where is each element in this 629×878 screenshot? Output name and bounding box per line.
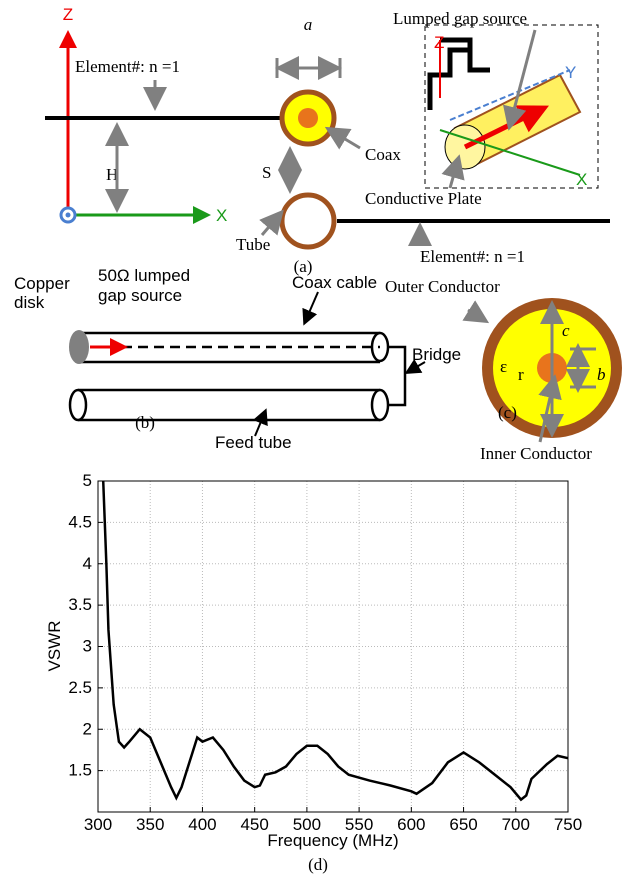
x-tick-label: 600	[397, 815, 425, 834]
inner-label: Inner Conductor	[480, 444, 592, 463]
y-tick-label: 5	[83, 471, 92, 490]
element-label: Element#: n =1	[75, 57, 180, 76]
x-tick-label: 350	[136, 815, 164, 834]
element-label: Element#: n =1	[420, 247, 525, 266]
y-tick-label: 4.5	[68, 512, 92, 531]
arrow	[330, 130, 360, 148]
x-tick-label: 300	[84, 815, 112, 834]
copper-label: disk	[14, 293, 45, 312]
x-tick-label: 650	[449, 815, 477, 834]
inset-y-label: Y	[565, 63, 576, 82]
caption-d: (d)	[308, 855, 328, 874]
source-label: 50Ω lumped	[98, 266, 190, 285]
tube	[282, 195, 334, 247]
y-axis-title: VSWR	[45, 621, 64, 672]
x-tick-label: 750	[554, 815, 582, 834]
inset-title: Lumped gap source	[393, 9, 527, 28]
eps-sub: r	[518, 365, 524, 384]
x-tick-label: 700	[502, 815, 530, 834]
source-label: gap source	[98, 286, 182, 305]
x-axis-title: Frequency (MHz)	[267, 831, 398, 850]
arrow	[262, 214, 280, 235]
coax-label: Coax	[365, 145, 401, 164]
y-tick-label: 2.5	[68, 678, 92, 697]
b-label: b	[597, 365, 606, 384]
x-tick-label: 400	[188, 815, 216, 834]
inset-z-label: Z	[434, 33, 444, 52]
x-label: X	[216, 206, 227, 225]
coax-inner	[298, 108, 318, 128]
caption-c: (c)	[498, 403, 517, 422]
s-label: S	[262, 163, 271, 182]
tube-end	[70, 390, 86, 420]
figure: Z X Element#: n =1 a H S Coax Tube (a) E…	[0, 0, 629, 878]
bridge	[388, 347, 405, 405]
eps-label: ε	[500, 357, 507, 376]
y-tick-label: 4	[83, 554, 92, 573]
z-label: Z	[63, 5, 73, 24]
c-label: c	[562, 321, 570, 340]
y-tick-label: 3	[83, 637, 92, 656]
outer-label: Outer Conductor	[385, 277, 500, 296]
copper-disk	[69, 330, 89, 364]
y-tick-label: 1.5	[68, 761, 92, 780]
arrow	[305, 292, 318, 322]
feed-tube-label: Feed tube	[215, 433, 292, 452]
x-tick-label: 450	[240, 815, 268, 834]
inset-x-label: X	[576, 170, 587, 189]
copper-label: Copper	[14, 274, 70, 293]
y-tick-label: 2	[83, 719, 92, 738]
caption-b: (b)	[135, 413, 155, 432]
tube-end	[372, 390, 388, 420]
arrow	[468, 310, 484, 320]
inset-plate-label: Conductive Plate	[365, 189, 482, 208]
coax-cable-label: Coax cable	[292, 273, 377, 292]
y-tick-label: 3.5	[68, 595, 92, 614]
bridge-label: Bridge	[412, 345, 461, 364]
a-label: a	[304, 15, 313, 34]
origin-dot	[66, 213, 71, 218]
feed-tube	[78, 390, 380, 420]
tube-label: Tube	[236, 235, 270, 254]
